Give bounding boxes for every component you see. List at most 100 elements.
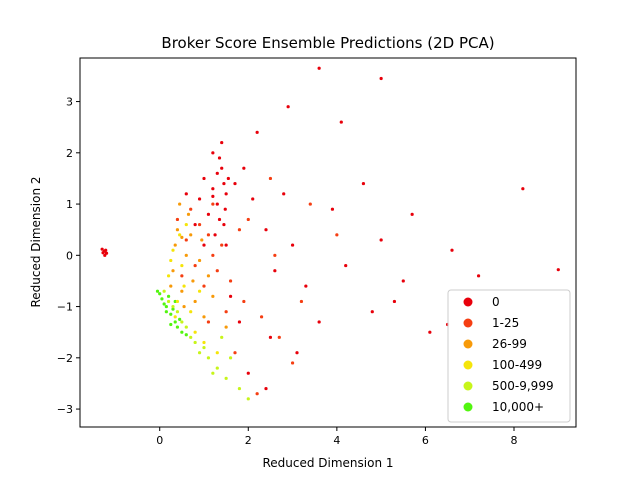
data-point bbox=[197, 258, 202, 263]
data-point bbox=[246, 397, 250, 401]
data-point bbox=[171, 304, 175, 309]
data-point bbox=[175, 217, 180, 222]
y-tick-label: 3 bbox=[66, 96, 73, 109]
data-point bbox=[164, 310, 168, 314]
data-point bbox=[339, 120, 343, 124]
data-point bbox=[335, 233, 339, 237]
data-point bbox=[379, 76, 383, 81]
data-point bbox=[211, 294, 215, 298]
data-point bbox=[228, 294, 233, 298]
data-point bbox=[164, 304, 168, 309]
data-point bbox=[197, 197, 202, 201]
data-point bbox=[220, 335, 224, 339]
data-point bbox=[233, 181, 237, 186]
data-point bbox=[222, 222, 226, 227]
data-point bbox=[158, 292, 162, 296]
x-axis-ticks: 0 2 4 6 8 bbox=[156, 427, 518, 447]
data-point bbox=[202, 284, 206, 288]
data-point bbox=[392, 299, 397, 304]
data-point bbox=[246, 217, 250, 222]
data-point bbox=[206, 212, 211, 216]
legend-label: 100-499 bbox=[492, 358, 542, 372]
data-point bbox=[223, 207, 227, 211]
data-point bbox=[189, 207, 193, 211]
data-point bbox=[273, 253, 277, 257]
data-point bbox=[215, 202, 219, 206]
data-point bbox=[182, 304, 186, 309]
data-point bbox=[304, 284, 308, 288]
data-point bbox=[251, 197, 255, 201]
data-point bbox=[100, 247, 104, 251]
data-point bbox=[220, 166, 224, 170]
y-axis-label: Reduced Dimension 2 bbox=[29, 176, 43, 307]
data-point bbox=[186, 212, 191, 216]
data-point bbox=[202, 315, 206, 319]
data-point bbox=[103, 253, 107, 257]
data-point bbox=[202, 176, 206, 181]
data-point bbox=[401, 279, 405, 283]
chart-title: Broker Score Ensemble Predictions (2D PC… bbox=[161, 34, 494, 52]
data-point bbox=[175, 228, 180, 232]
data-point bbox=[206, 320, 211, 324]
data-point bbox=[180, 235, 184, 239]
data-point bbox=[200, 238, 204, 242]
data-point bbox=[317, 66, 321, 70]
data-point bbox=[220, 140, 224, 145]
data-point bbox=[197, 289, 202, 293]
x-tick-label: 2 bbox=[245, 434, 252, 447]
data-point bbox=[220, 243, 224, 247]
data-point bbox=[211, 371, 215, 375]
legend-marker bbox=[463, 402, 473, 412]
data-point bbox=[213, 233, 217, 237]
x-tick-label: 4 bbox=[333, 434, 340, 447]
data-point bbox=[215, 366, 219, 370]
data-point bbox=[175, 325, 180, 329]
data-point bbox=[189, 335, 193, 339]
legend-marker bbox=[463, 318, 473, 328]
data-point bbox=[428, 330, 432, 334]
data-point bbox=[211, 194, 215, 198]
data-point bbox=[184, 192, 188, 196]
y-axis-ticks: −3 −2 −1 0 1 2 3 bbox=[57, 96, 80, 416]
y-tick-label: 1 bbox=[66, 198, 73, 211]
data-point bbox=[224, 243, 228, 247]
data-point bbox=[255, 130, 259, 134]
legend-label: 1-25 bbox=[492, 316, 519, 330]
data-point bbox=[166, 274, 171, 278]
data-point bbox=[184, 222, 188, 227]
data-point bbox=[206, 356, 211, 360]
data-point bbox=[166, 299, 171, 304]
data-point bbox=[268, 176, 273, 181]
data-point bbox=[450, 248, 454, 252]
data-point bbox=[173, 315, 177, 319]
y-tick-label: −3 bbox=[57, 403, 73, 416]
data-point bbox=[286, 105, 290, 109]
data-point bbox=[171, 307, 175, 311]
data-point bbox=[173, 243, 177, 247]
data-point bbox=[193, 330, 197, 334]
data-point bbox=[308, 202, 312, 206]
legend-marker bbox=[463, 339, 473, 349]
data-point bbox=[101, 251, 105, 255]
data-point bbox=[211, 151, 215, 155]
plot-frame bbox=[79, 57, 577, 428]
legend-label: 10,000+ bbox=[492, 400, 544, 414]
data-point bbox=[180, 320, 184, 324]
data-point bbox=[273, 269, 277, 273]
data-point bbox=[215, 171, 219, 175]
data-point bbox=[162, 289, 166, 293]
scatter-points bbox=[100, 66, 560, 401]
data-point bbox=[169, 284, 173, 288]
legend-marker bbox=[463, 297, 473, 307]
data-point bbox=[162, 302, 166, 306]
x-axis-label: Reduced Dimension 1 bbox=[262, 456, 393, 470]
data-point bbox=[171, 269, 175, 273]
data-point bbox=[224, 376, 228, 380]
data-point bbox=[233, 351, 237, 355]
legend-box bbox=[447, 289, 571, 423]
data-point bbox=[182, 284, 186, 288]
data-point bbox=[169, 322, 173, 327]
data-point bbox=[330, 207, 335, 211]
data-point bbox=[173, 320, 177, 324]
